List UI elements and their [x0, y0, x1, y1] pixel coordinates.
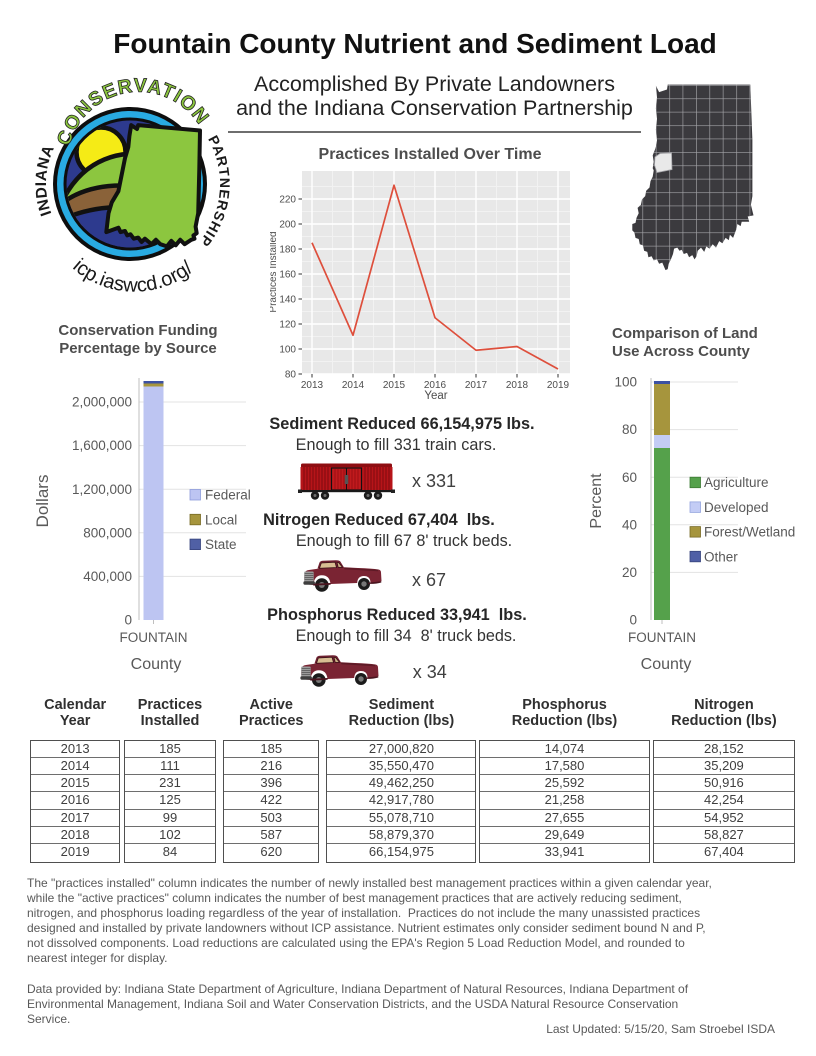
svg-text:2,000,000: 2,000,000	[72, 395, 132, 410]
svg-text:40: 40	[622, 517, 637, 532]
svg-text:160: 160	[279, 270, 296, 281]
svg-text:Comparison of Land: Comparison of Land	[612, 325, 758, 342]
svg-text:200: 200	[279, 220, 296, 231]
svg-text:Other: Other	[704, 549, 738, 564]
svg-text:20: 20	[622, 565, 637, 580]
svg-text:1,600,000: 1,600,000	[72, 438, 132, 453]
svg-text:0: 0	[124, 613, 132, 628]
svg-text:80: 80	[622, 422, 637, 437]
svg-text:2018: 2018	[506, 380, 529, 391]
svg-text:2019: 2019	[547, 380, 570, 391]
svg-text:140: 140	[279, 295, 296, 306]
svg-text:Conservation Funding: Conservation Funding	[58, 322, 217, 339]
svg-text:60: 60	[622, 470, 637, 485]
svg-text:2015: 2015	[383, 380, 406, 391]
svg-text:800,000: 800,000	[83, 525, 132, 540]
svg-text:1,200,000: 1,200,000	[72, 482, 132, 497]
svg-text:County: County	[641, 656, 692, 673]
svg-text:FOUNTAIN: FOUNTAIN	[120, 630, 188, 645]
svg-text:Federal: Federal	[205, 488, 251, 503]
svg-text:Agriculture: Agriculture	[704, 475, 769, 490]
svg-text:icp.iaswcd.org/: icp.iaswcd.org/	[69, 255, 198, 296]
svg-text:Percentage by Source: Percentage by Source	[59, 340, 217, 357]
svg-text:County: County	[131, 656, 182, 673]
svg-text:Use Across County: Use Across County	[612, 343, 750, 360]
svg-text:120: 120	[279, 320, 296, 331]
svg-text:2014: 2014	[342, 380, 365, 391]
svg-text:2017: 2017	[465, 380, 488, 391]
svg-text:Forest/Wetland: Forest/Wetland	[704, 525, 795, 540]
svg-text:State: State	[205, 537, 237, 552]
svg-text:2013: 2013	[301, 380, 324, 391]
svg-text:Percent: Percent	[588, 473, 605, 529]
svg-text:FOUNTAIN: FOUNTAIN	[628, 630, 696, 645]
svg-text:400,000: 400,000	[83, 569, 132, 584]
svg-text:100: 100	[279, 345, 296, 356]
svg-text:180: 180	[279, 245, 296, 256]
svg-text:2016: 2016	[424, 380, 447, 391]
svg-text:Practices Installed: Practices Installed	[270, 231, 279, 312]
svg-text:100: 100	[614, 375, 637, 390]
svg-text:Local: Local	[205, 512, 237, 527]
svg-text:220: 220	[279, 195, 296, 206]
svg-text:Dollars: Dollars	[33, 475, 52, 528]
svg-text:0: 0	[629, 613, 637, 628]
svg-text:Year: Year	[424, 390, 447, 402]
svg-text:80: 80	[285, 370, 297, 381]
svg-text:Developed: Developed	[704, 500, 769, 515]
